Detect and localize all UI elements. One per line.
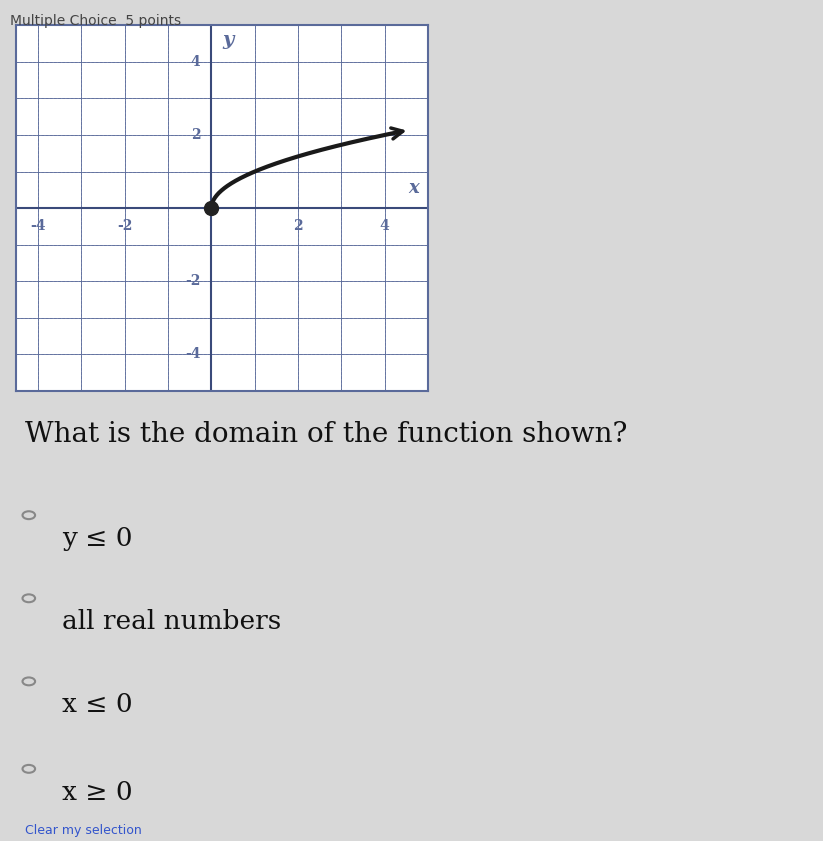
Text: -4: -4 [185,347,201,362]
Text: 2: 2 [191,128,201,142]
Text: y: y [222,31,234,49]
Text: x: x [408,179,419,197]
Text: 4: 4 [191,55,201,69]
Text: -4: -4 [30,220,46,233]
Text: y ≤ 0: y ≤ 0 [62,526,133,551]
Text: x ≥ 0: x ≥ 0 [62,780,133,805]
Text: What is the domain of the function shown?: What is the domain of the function shown… [25,421,627,448]
Text: -2: -2 [185,274,201,288]
Text: 2: 2 [293,220,303,233]
Text: -2: -2 [117,220,133,233]
Text: 4: 4 [379,220,389,233]
Text: x ≤ 0: x ≤ 0 [62,692,133,717]
Text: Multiple Choice  5 points: Multiple Choice 5 points [10,14,181,29]
Text: all real numbers: all real numbers [62,609,281,634]
Text: Clear my selection: Clear my selection [25,823,142,837]
